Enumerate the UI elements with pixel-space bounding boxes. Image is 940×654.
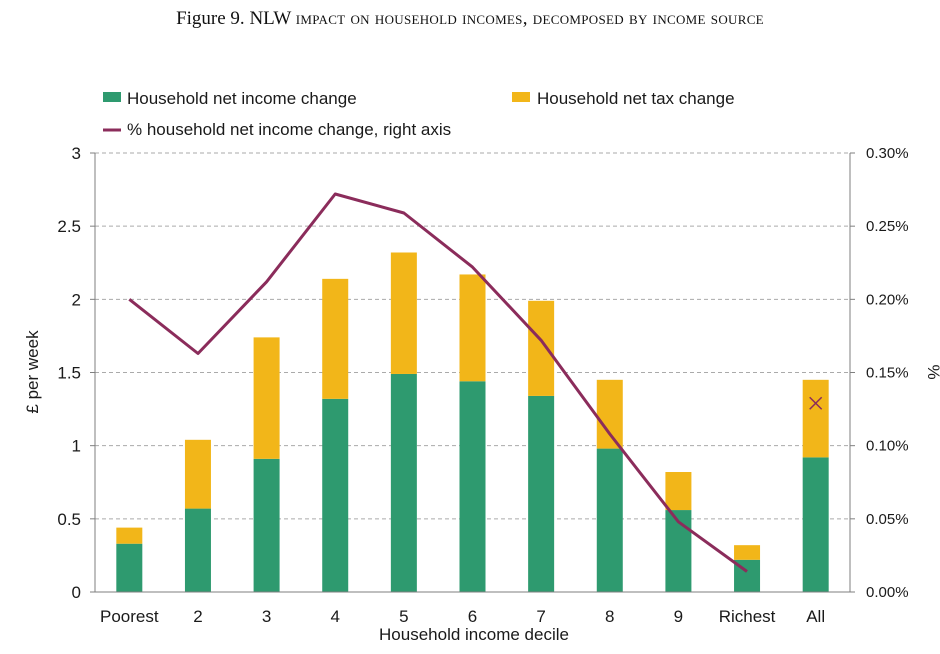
bar-net-income	[596, 448, 623, 592]
bar-net-tax	[253, 337, 280, 459]
line-series	[128, 192, 823, 573]
bar-net-income	[802, 457, 829, 592]
x-tick-label: 6	[468, 607, 477, 626]
x-tick-label: 3	[262, 607, 271, 626]
y-tick-label: 1	[72, 437, 81, 456]
x-tick-label: 2	[193, 607, 202, 626]
bar-net-income	[528, 395, 555, 592]
bars	[116, 252, 829, 592]
x-tick-label: Richest	[719, 607, 776, 626]
bar-net-tax	[665, 472, 692, 511]
legend-label-net-tax: Household net tax change	[537, 89, 735, 108]
x-tick-label: 4	[330, 607, 339, 626]
legend-swatch-net-tax	[512, 92, 530, 102]
x-tick-label: Poorest	[100, 607, 159, 626]
y-tick-label: 3	[72, 144, 81, 163]
bar-net-tax	[184, 439, 211, 509]
y2-axis-label: %	[924, 364, 940, 379]
legend-swatch-net-income	[103, 92, 121, 102]
bar-net-tax	[322, 278, 349, 399]
bar-net-income	[459, 381, 486, 592]
bar-net-income	[665, 510, 692, 592]
legend-label-pct-change: % household net income change, right axi…	[127, 120, 451, 139]
y2-tick-label: 0.15%	[866, 365, 909, 382]
x-tick-label: 8	[605, 607, 614, 626]
legend: Household net income change Household ne…	[103, 89, 735, 139]
bar-net-tax	[459, 274, 486, 382]
bar-net-tax	[734, 545, 761, 560]
y-tick-label: 0.5	[57, 510, 81, 529]
x-axis-label: Household income decile	[379, 625, 569, 644]
y2-tick-label: 0.25%	[866, 218, 909, 235]
y2-tick-label: 0.00%	[866, 584, 909, 601]
bar-net-tax	[596, 379, 623, 449]
pct-change-line	[128, 192, 748, 573]
x-tick-label: 7	[536, 607, 545, 626]
figure-title-rest: impact on household incomes, decomposed …	[295, 8, 764, 29]
bar-net-income	[116, 543, 143, 592]
y2-tick-label: 0.30%	[866, 145, 909, 162]
bar-net-tax	[802, 379, 829, 458]
x-tick-label: 5	[399, 607, 408, 626]
y2-tick-label: 0.05%	[866, 511, 909, 528]
tick-labels: 0 0.5 1 1.5 2 2.5 3 0.00% 0.05% 0.10% 0.15% 0.20% 0.…	[57, 144, 908, 626]
y2-tick-label: 0.10%	[866, 438, 909, 455]
y2-tick-label: 0.20%	[866, 291, 909, 308]
y-axis-label: £ per week	[23, 330, 42, 414]
y-tick-label: 2.5	[57, 217, 81, 236]
legend-label-net-income: Household net income change	[127, 89, 357, 108]
y-tick-label: 1.5	[57, 364, 81, 383]
figure-title-lead: NLW	[249, 8, 291, 29]
bar-net-tax	[528, 300, 555, 396]
figure-label: Figure 9.	[176, 8, 245, 29]
y-tick-label: 2	[72, 290, 81, 309]
bar-net-income	[184, 508, 211, 592]
x-tick-label: All	[806, 607, 825, 626]
bar-net-tax	[390, 252, 417, 374]
bar-net-tax	[116, 527, 143, 544]
bar-net-income	[390, 373, 417, 592]
bar-net-income	[253, 458, 280, 592]
bar-net-income	[322, 398, 349, 592]
figure-title: Figure 9. NLW impact on household income…	[0, 8, 940, 30]
all-marker-stroke	[809, 396, 823, 410]
x-tick-label: 9	[674, 607, 683, 626]
y-tick-label: 0	[72, 583, 81, 602]
